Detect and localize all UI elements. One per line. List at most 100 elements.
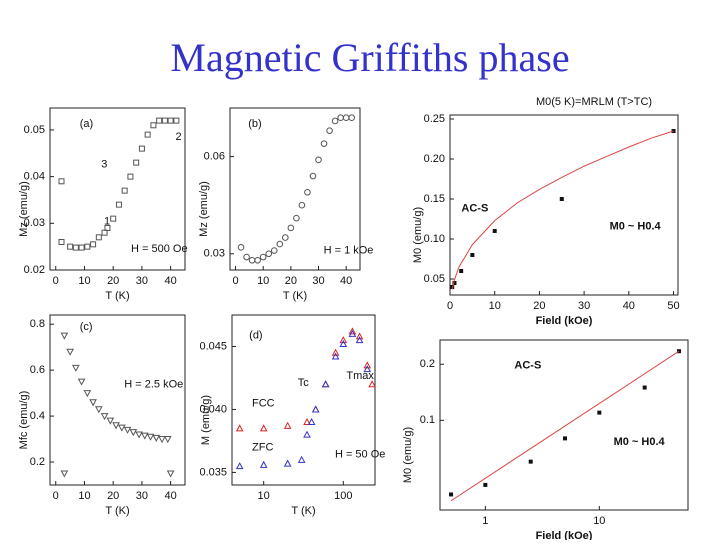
point <box>297 455 306 463</box>
point <box>138 145 145 152</box>
annotation: Tmax <box>346 370 374 382</box>
y-axis-label: M (emu/g) <box>200 395 212 445</box>
y-tick-label: 0.03 <box>24 217 45 229</box>
point <box>363 361 372 369</box>
point <box>259 460 268 468</box>
point <box>339 339 348 347</box>
point <box>293 214 300 222</box>
x-tick-label: 0 <box>53 490 59 502</box>
point <box>67 243 74 250</box>
annotation: (a) <box>80 118 93 130</box>
y-tick-label: 0.06 <box>204 151 225 163</box>
point <box>144 131 151 138</box>
y-tick-label: 0.1 <box>420 414 435 426</box>
x-tick-label: 0 <box>447 300 453 312</box>
x-tick-label: 40 <box>340 275 352 287</box>
y-axis-label: Mfc (emu/g) <box>18 391 30 450</box>
point <box>254 256 261 264</box>
point <box>104 224 111 231</box>
annotation: Tc <box>298 377 310 389</box>
y-tick-label: 0.20 <box>424 153 445 165</box>
x-tick-label: 10 <box>78 275 90 287</box>
point <box>95 234 102 241</box>
x-tick-label: 50 <box>667 300 679 312</box>
annotation: H = 50 Oe <box>335 448 385 460</box>
point <box>597 410 602 415</box>
y-tick-label: 0.2 <box>30 456 45 468</box>
x-tick-label: 0 <box>53 275 59 287</box>
x-axis-label: T (K) <box>105 505 129 517</box>
point <box>265 250 273 258</box>
point <box>121 187 128 194</box>
point <box>173 117 180 124</box>
point <box>276 240 284 248</box>
x-tick-label: 20 <box>285 275 297 287</box>
point <box>110 215 117 222</box>
point <box>315 156 322 164</box>
y-tick-label: 0.15 <box>424 193 445 205</box>
point <box>326 127 333 134</box>
x-tick-label: 30 <box>136 275 148 287</box>
y-axis-label: M0 (emu/g) <box>412 207 424 263</box>
x-axis-label: T (K) <box>105 290 129 302</box>
point <box>528 459 533 464</box>
point <box>135 431 143 439</box>
y-tick-label: 0.4 <box>30 410 45 422</box>
point <box>339 336 348 344</box>
x-tick-label: 20 <box>107 490 119 502</box>
x-axis-label: Field (kOe) <box>536 315 593 327</box>
point <box>304 188 311 196</box>
point <box>483 482 488 487</box>
point <box>115 201 122 208</box>
y-tick-label: 0.040 <box>199 403 227 415</box>
y-tick-label: 0.035 <box>199 466 227 478</box>
y-axis-label: Mz (emu/g) <box>198 181 210 237</box>
point <box>146 433 155 441</box>
point <box>320 140 328 147</box>
annotation: H = 1 kOe <box>324 244 374 256</box>
point <box>129 429 138 437</box>
annotation: 3 <box>101 159 107 171</box>
annotation: H = 2.5 kOe <box>124 379 183 391</box>
x-tick-label: 100 <box>334 490 352 502</box>
point <box>235 424 244 432</box>
y-tick-label: 0.045 <box>199 340 227 352</box>
point <box>60 332 69 340</box>
point <box>156 117 163 124</box>
x-axis-label: T (K) <box>291 505 315 517</box>
annotation: M0 ~ H0.4 <box>614 436 666 448</box>
point <box>282 234 289 241</box>
annotation: ZFC <box>252 442 273 454</box>
point <box>133 159 140 166</box>
point <box>298 201 306 209</box>
x-tick-label: 30 <box>578 300 590 312</box>
x-axis-label: Field (kOe) <box>536 530 593 540</box>
y-tick-label: 0.25 <box>424 113 445 125</box>
point <box>452 281 457 285</box>
point <box>72 364 80 372</box>
chart-title: M0(5 K)=MRLM (T>TC) <box>536 96 652 108</box>
point <box>459 269 464 273</box>
annotation: (c) <box>80 321 93 333</box>
point <box>283 459 292 467</box>
point <box>642 385 647 390</box>
point <box>248 256 256 264</box>
x-tick-label: 0 <box>232 275 238 287</box>
point <box>140 432 149 440</box>
y-tick-label: 0.8 <box>30 318 45 330</box>
point <box>83 390 92 398</box>
point <box>78 244 85 251</box>
point <box>158 436 166 444</box>
point <box>307 417 316 426</box>
x-tick-label: 10 <box>258 490 270 502</box>
annotation: M0 ~ H0.4 <box>610 221 662 233</box>
point <box>163 436 172 444</box>
x-tick-label: 10 <box>257 275 269 287</box>
point <box>84 243 91 250</box>
slide-title: Magnetic Griffiths phase <box>170 35 569 80</box>
y-tick-label: 0.10 <box>424 233 445 245</box>
point <box>355 336 364 344</box>
x-tick-label: 40 <box>623 300 635 312</box>
x-tick-label: 40 <box>165 275 177 287</box>
